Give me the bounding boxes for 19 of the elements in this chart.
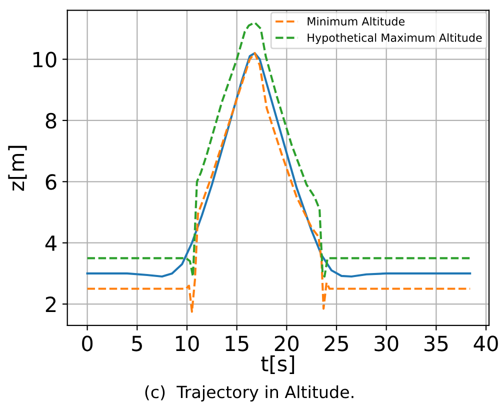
x-tick-label: 35 [424, 336, 448, 352]
y-tick-label: 8 [46, 112, 56, 129]
x-tick-label: 10 [176, 336, 199, 352]
x-tick-label: 5 [132, 336, 142, 352]
y-tick-label: 6 [46, 174, 56, 190]
x-tick-label: 40 [474, 336, 498, 352]
x-tick-label: 20 [274, 336, 299, 352]
text: (c) Trajectory in Altitude. [145, 385, 354, 402]
y-tick-label: 10 [33, 52, 56, 68]
legend-label: Hypothetical Maximum Altitude [308, 33, 482, 44]
x-tick-label: 30 [374, 336, 398, 352]
y-tick-label: 2 [46, 296, 56, 312]
legend-label: Minimum Altitude [308, 16, 405, 26]
y-axis-title: z[m] [8, 146, 27, 191]
x-tick-label: 25 [324, 336, 348, 352]
x-axis-title: t[s] [261, 355, 294, 374]
y-tick-label: 4 [45, 236, 56, 251]
x-tick-label: 15 [226, 336, 248, 352]
x-tick-label: 0 [82, 336, 93, 352]
